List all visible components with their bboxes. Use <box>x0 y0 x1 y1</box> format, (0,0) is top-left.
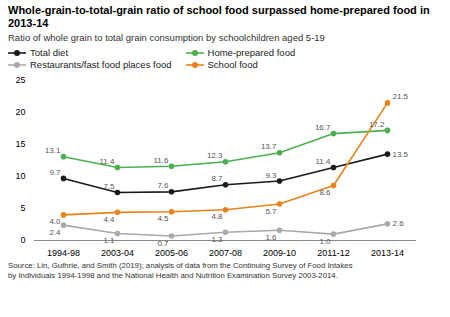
svg-text:11.6: 11.6 <box>154 156 170 165</box>
svg-text:8.7: 8.7 <box>211 174 223 183</box>
svg-text:25: 25 <box>15 75 25 85</box>
svg-text:17.2: 17.2 <box>369 120 385 129</box>
html-text:Restaurants/fast food places f: Restaurants/fast food places food <box>30 59 172 70</box>
svg-text:2013-14: 2013-14 <box>371 248 404 258</box>
svg-text:5: 5 <box>20 203 25 213</box>
svg-text:11.4: 11.4 <box>100 157 116 166</box>
svg-text:11.4: 11.4 <box>316 157 332 166</box>
svg-text:1994-98: 1994-98 <box>47 248 80 258</box>
html-text:School food: School food <box>207 59 258 70</box>
svg-text:2009-10: 2009-10 <box>263 248 296 258</box>
svg-text:10: 10 <box>15 171 25 181</box>
svg-text:1.0: 1.0 <box>319 237 331 246</box>
svg-text:5.7: 5.7 <box>265 207 277 216</box>
svg-text:12.3: 12.3 <box>207 151 223 160</box>
svg-text:15: 15 <box>15 139 25 149</box>
svg-text:21.5: 21.5 <box>393 92 409 101</box>
svg-text:16.7: 16.7 <box>315 123 331 132</box>
svg-text:2003-04: 2003-04 <box>101 248 134 258</box>
svg-text:7.6: 7.6 <box>157 181 169 190</box>
html-text:Home-prepared food: Home-prepared food <box>207 47 296 58</box>
svg-text:13.1: 13.1 <box>45 146 61 155</box>
svg-text:13.7: 13.7 <box>261 142 277 151</box>
svg-text:2011-12: 2011-12 <box>317 248 349 258</box>
svg-text:20: 20 <box>15 107 25 117</box>
svg-text:4.4: 4.4 <box>103 215 115 224</box>
svg-text:0.7: 0.7 <box>157 239 169 248</box>
svg-text:2.4: 2.4 <box>49 228 61 237</box>
html-text:Source: Lin, Guthrie, and Smit: Source: Lin, Guthrie, and Smith (2019); … <box>8 261 353 280</box>
html-text:Total diet: Total diet <box>30 47 68 58</box>
svg-text:2007-08: 2007-08 <box>209 248 242 258</box>
svg-text:7.5: 7.5 <box>103 182 115 191</box>
svg-text:8.6: 8.6 <box>319 188 331 197</box>
svg-text:4.0: 4.0 <box>49 217 61 226</box>
svg-text:4.5: 4.5 <box>157 214 169 223</box>
html-text:Whole-grain-to-total-grain rat: Whole-grain-to-total-grain ratio of scho… <box>8 4 430 29</box>
svg-text:2.6: 2.6 <box>393 219 405 228</box>
svg-text:9.7: 9.7 <box>49 168 61 177</box>
html-text:Ratio of whole grain to total: Ratio of whole grain to total grain cons… <box>8 32 325 43</box>
svg-text:0: 0 <box>20 235 25 245</box>
svg-text:4.8: 4.8 <box>211 212 223 221</box>
svg-text:1.3: 1.3 <box>211 235 223 244</box>
svg-text:1.6: 1.6 <box>265 233 277 242</box>
svg-text:1.1: 1.1 <box>103 236 115 245</box>
svg-text:13.5: 13.5 <box>393 150 409 159</box>
svg-text:9.3: 9.3 <box>265 171 277 180</box>
svg-text:2005-06: 2005-06 <box>155 248 188 258</box>
